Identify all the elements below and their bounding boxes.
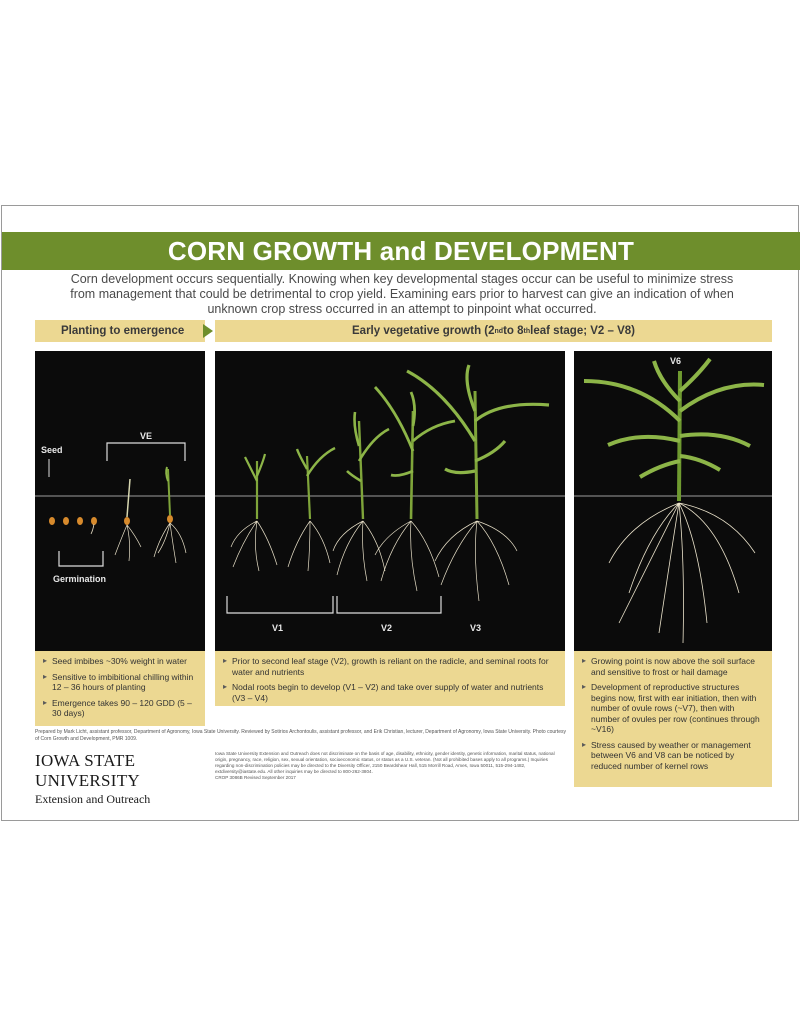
list-item: Emergence takes 90 – 120 GDD (5 – 30 day… [43,698,197,719]
photo-panel-emergence: Seed VE Germination [35,351,205,651]
stage-arrow-icon [203,324,213,338]
photo-panel-v6: V6 [574,351,772,651]
list-item: Stress caused by weather or management b… [582,740,764,772]
notes-v6: Growing point is now above the soil surf… [574,651,772,787]
extension-name: Extension and Outreach [35,792,151,806]
stage-label: Planting to emergence [61,325,185,337]
ve-label: VE [140,431,153,441]
list-item: Development of reproductive structures b… [582,682,764,735]
list-item: Growing point is now above the soil surf… [582,656,764,677]
intro-text: Corn development occurs sequentially. Kn… [70,272,734,316]
list-item: Nodal roots begin to develop (V1 – V2) a… [223,682,557,703]
publication-code: CROP 3086B Revised September 2017 [215,775,296,780]
list-item: Sensitive to imbibitional chilling withi… [43,672,197,693]
notes-emergence: Seed imbibes ~30% weight in water Sensit… [35,651,205,726]
credits-text: Prepared by Mark Licht, assistant profes… [35,729,566,742]
v1-label: V1 [272,623,284,633]
germination-label: Germination [53,574,107,584]
v6-label: V6 [670,356,682,366]
photo-panel-early-vegetative: V1 V2 V3 [215,351,565,651]
legal-text: Iowa State University Extension and Outr… [215,751,565,781]
seedling-illustration [35,442,205,567]
list-item: Seed imbibes ~30% weight in water [43,656,197,667]
plant-v6-illustration [574,357,772,644]
notes-early-vegetative: Prior to second leaf stage (V2), growth … [215,651,565,706]
list-item: Prior to second leaf stage (V2), growth … [223,656,557,677]
v3-label: V3 [470,623,482,633]
plants-v1-v3-illustration [215,364,565,614]
seed-label: Seed [41,445,63,455]
stage-planting-to-emergence: Planting to emergence [35,320,205,342]
isu-logo: IOWA STATE UNIVERSITY Extension and Outr… [35,751,210,807]
v2-label: V2 [381,623,393,633]
university-name: IOWA STATE UNIVERSITY [35,751,140,790]
page-title: CORN GROWTH and DEVELOPMENT [167,235,635,266]
title-banner: CORN GROWTH and DEVELOPMENT [2,232,800,270]
poster: CORN GROWTH and DEVELOPMENT Corn develop… [1,205,800,821]
